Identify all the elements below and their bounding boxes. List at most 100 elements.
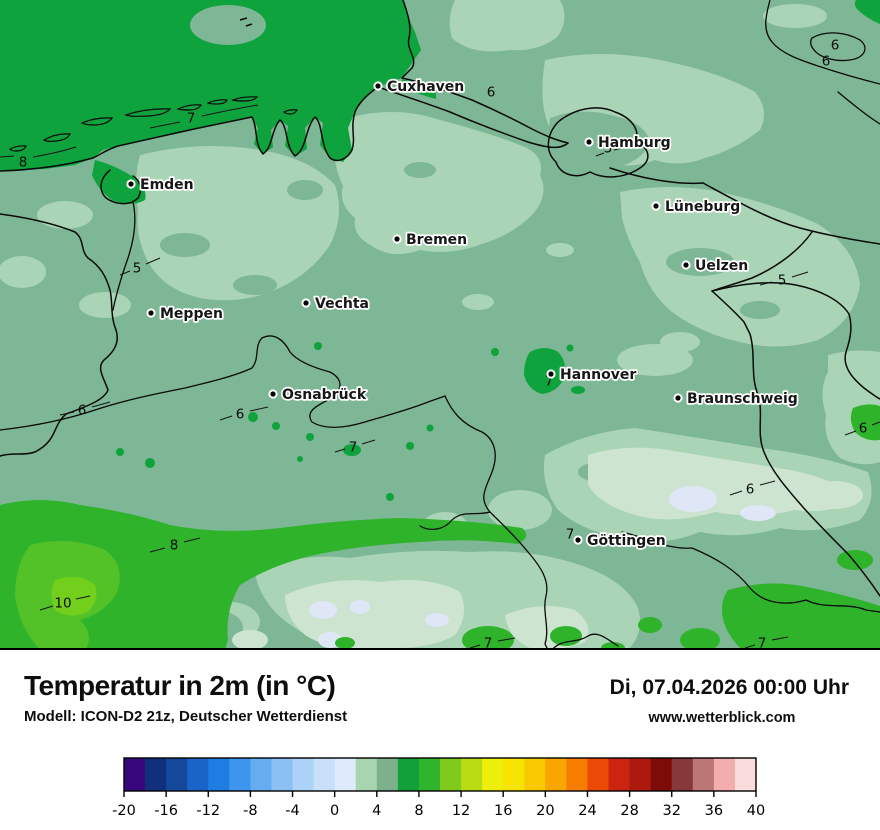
legend-tick-label: 8 bbox=[414, 803, 423, 819]
legend-color-segment bbox=[608, 758, 631, 791]
legend-color-segment bbox=[650, 758, 673, 791]
dollart-bay bbox=[92, 160, 146, 204]
legend-color-segment bbox=[187, 758, 209, 791]
valid-datetime: Di, 07.04.2026 00:00 Uhr bbox=[609, 676, 849, 699]
contour-label: 5 bbox=[133, 261, 142, 277]
legend-color-segment bbox=[334, 758, 357, 791]
legend-color-segment bbox=[587, 758, 610, 791]
contour-label: 7 bbox=[349, 440, 358, 456]
legend-tick-label: 32 bbox=[663, 803, 681, 819]
legend-tick-label: -8 bbox=[243, 803, 257, 819]
frisian-islands bbox=[9, 96, 298, 152]
contour-label: 7 bbox=[545, 374, 554, 390]
legend-color-segment bbox=[545, 758, 567, 791]
contour-label: 6 bbox=[859, 421, 868, 437]
legend-color-segment bbox=[250, 758, 272, 791]
legend-color-segment bbox=[524, 758, 546, 791]
city-marker-emden: Emden bbox=[126, 175, 195, 195]
temperature-legend: -20 -16 -12 -8 -4 0 4 8 12 16 20 24 28 32 36 40 bbox=[112, 757, 765, 819]
green-patches bbox=[0, 342, 880, 650]
city-marker-bremen: Bremen bbox=[392, 230, 469, 250]
city-label: Osnabrück bbox=[282, 387, 367, 403]
city-marker-lneburg: Lüneburg bbox=[651, 197, 742, 217]
city-marker-vechta: Vechta bbox=[301, 294, 371, 313]
city-marker-hamburg: Hamburg bbox=[584, 133, 672, 153]
legend-color-segment bbox=[313, 758, 336, 791]
legend-color-segment bbox=[271, 758, 294, 791]
legend-color-segment bbox=[208, 758, 230, 791]
north-sea-region bbox=[0, 0, 421, 171]
city-label: Hannover bbox=[560, 367, 636, 383]
legend-tick-label: -12 bbox=[196, 803, 220, 819]
contour-label: 5 bbox=[778, 273, 787, 289]
city-label: Meppen bbox=[160, 306, 223, 322]
contour-label: 6 bbox=[236, 407, 245, 423]
contour-label: 5 bbox=[604, 141, 613, 157]
contour-label: 7 bbox=[758, 636, 767, 651]
legend-color-segment bbox=[418, 758, 441, 791]
city-dot bbox=[373, 81, 383, 91]
page-title: Temperatur in 2m (in °C) bbox=[24, 670, 336, 701]
legend-color-segment bbox=[734, 758, 757, 791]
map-footer: Temperatur in 2m (in °C) Modell: ICON-D2… bbox=[0, 650, 880, 830]
city-dot bbox=[546, 369, 556, 379]
legend-tick-label: 28 bbox=[620, 803, 638, 819]
legend-color-segment bbox=[692, 758, 715, 791]
pale-blue-spots bbox=[309, 486, 776, 648]
city-label: Braunschweig bbox=[687, 391, 798, 407]
city-dot bbox=[651, 201, 661, 211]
legend-color-segment bbox=[376, 758, 399, 791]
contour-label: 10 bbox=[54, 596, 71, 612]
contour-label: 6 bbox=[487, 85, 496, 101]
legend-color-segment bbox=[145, 758, 167, 791]
contour-lines bbox=[0, 104, 880, 649]
legend-tick-label: 4 bbox=[372, 803, 381, 819]
contour-label: 8 bbox=[19, 155, 28, 171]
contour-label: 6 bbox=[822, 54, 831, 70]
contour-label: 6 bbox=[831, 38, 840, 54]
map-bottom-frame bbox=[0, 648, 880, 650]
legend-tick-label: 16 bbox=[494, 803, 512, 819]
legend-tick-label: 36 bbox=[705, 803, 723, 819]
contour-label: 7 bbox=[484, 636, 493, 651]
legend-tick-label: -20 bbox=[112, 803, 136, 819]
cities-layer: Cuxhaven Emden Hamburg Bremen Lüneburg Uelzen… bbox=[126, 77, 800, 550]
city-dot bbox=[126, 179, 136, 189]
city-dot bbox=[584, 137, 594, 147]
legend-tick-label: -16 bbox=[154, 803, 178, 819]
city-label: Cuxhaven bbox=[387, 79, 464, 95]
borders-and-coast bbox=[0, 0, 880, 650]
legend-color-segment bbox=[503, 758, 525, 791]
estuary-mouth bbox=[402, 79, 436, 99]
legend-tick-label: 0 bbox=[330, 803, 339, 819]
legend-color-segment bbox=[713, 758, 736, 791]
city-dot bbox=[681, 260, 691, 270]
contour-label: 7 bbox=[187, 111, 196, 127]
contour-label: 8 bbox=[170, 538, 179, 554]
legend-frame bbox=[123, 757, 757, 792]
legend-tick-label: 24 bbox=[578, 803, 596, 819]
legend-color-segment bbox=[629, 758, 652, 791]
temperature-map: 7 8 5 6 5 6 6 5 6 6 7 8 10 6 6 7 7 7 7 Cuxhaven Emden Hambur… bbox=[0, 0, 880, 650]
city-dot bbox=[573, 535, 583, 545]
legend-color-segment bbox=[671, 758, 694, 791]
sea-marks bbox=[239, 17, 253, 27]
legend-color-segment bbox=[355, 758, 378, 791]
city-dot bbox=[392, 234, 402, 244]
legend-color-segment bbox=[124, 758, 146, 791]
city-label: Emden bbox=[140, 177, 194, 193]
city-marker-gttingen: Göttingen bbox=[573, 531, 667, 550]
legend-tick-label: -4 bbox=[285, 803, 299, 819]
city-label: Uelzen bbox=[695, 258, 748, 274]
contour-label: 6 bbox=[746, 482, 755, 498]
legend-color-segment bbox=[461, 758, 483, 791]
legend-color-segment bbox=[482, 758, 504, 791]
city-marker-cuxhaven: Cuxhaven bbox=[373, 77, 466, 97]
city-marker-hannover: Hannover bbox=[546, 365, 638, 384]
city-label: Bremen bbox=[406, 232, 467, 248]
legend-color-segment bbox=[440, 758, 462, 791]
model-caption: Modell: ICON-D2 21z, Deutscher Wetterdie… bbox=[24, 708, 348, 725]
city-label: Lüneburg bbox=[665, 199, 740, 215]
city-dot bbox=[268, 389, 278, 399]
